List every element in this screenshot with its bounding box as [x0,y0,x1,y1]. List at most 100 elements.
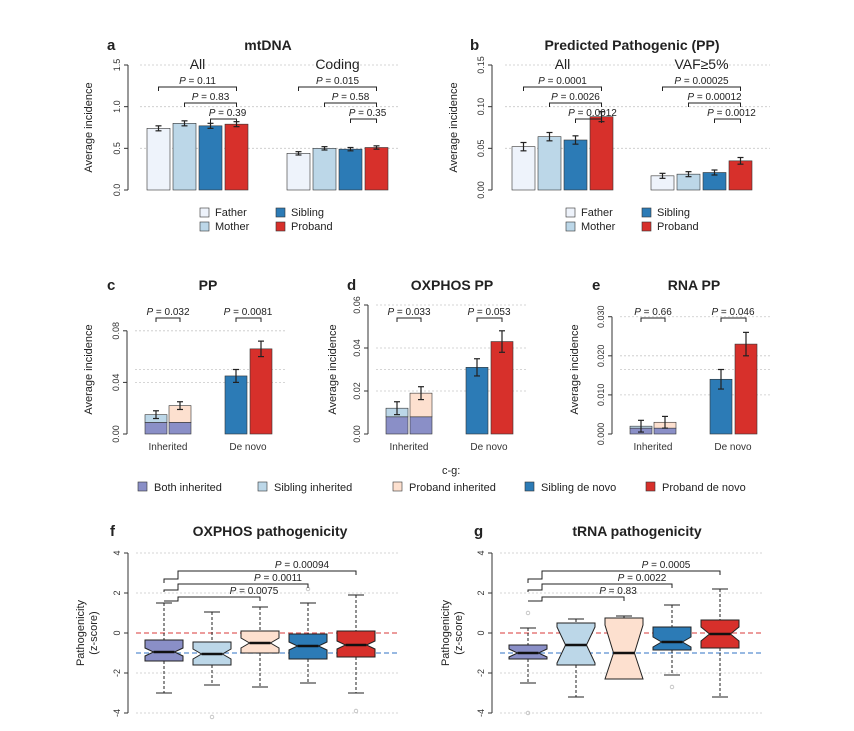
legend-swatch-father [565,207,576,218]
bar-proband-de-novo [490,341,514,435]
box-sibling-de-novo [652,626,692,651]
p-value-bracket [549,102,602,107]
panel-title: Predicted Pathogenic (PP) [544,37,719,53]
p-value-label: P = 0.0012 [707,108,756,119]
legend-prefix: c-g: [442,465,460,477]
y-axis-label: Average incidence [448,82,460,172]
panel-y-tick-label: 0.5 [112,142,122,155]
p-value-label: P = 0.0022 [618,573,667,584]
legend-swatch [524,481,535,492]
panel-g-trna-pathogenicity: g tRNA pathogenicity Pathogenicity (z-score… [440,523,762,717]
p-value-bracket [662,86,741,91]
panel-letter: b [470,37,479,54]
p-value-label: P = 0.00094 [275,560,330,571]
bar-sibling-de-novo [465,367,489,435]
p-value-bracket [350,118,377,123]
p-value-bracket [163,583,309,592]
category-label: Inherited [149,442,188,453]
panel-c-pp: c PP Average incidence 0.00 0.04 0.08 Inherite… [83,277,285,453]
y-axis-label: Average incidence [83,324,95,414]
panel-y-tick-label: 0.15 [476,56,486,74]
bar-proband-de-novo [734,343,758,435]
panel-y-tick-label: -2 [476,669,486,677]
legend-label: Both inherited [154,482,222,494]
box-both-inherited [144,639,184,662]
legend-label: Proband [657,221,699,233]
bar-both-inherited [385,416,409,435]
category-label: De novo [714,442,752,453]
legend-label: Sibling inherited [274,482,352,494]
legend-swatch [257,481,268,492]
legend-swatch-proband [275,221,286,232]
legend-inheritance-categories: c-g: Both inherited Sibling inherited Proba… [137,465,746,494]
legend-swatch [645,481,656,492]
panel-d-oxphos-pp: d OXPHOS PP Average incidence 0.00 0.02 0.04 0… [327,277,526,453]
p-value-label: P = 0.58 [332,92,370,103]
p-value-label: P = 0.83 [599,586,637,597]
p-value-label: P = 0.35 [349,108,387,119]
p-value-bracket [527,583,673,592]
panel-title: OXPHOS PP [411,277,493,293]
panel-y-tick-label: 4 [112,550,122,555]
p-value-label: P = 0.0026 [551,92,600,103]
legend-swatch-sibling [641,207,652,218]
panel-y-tick-label: 0.00 [111,425,121,443]
bar-father [146,128,171,191]
p-value-label: P = 0.033 [387,307,431,318]
panel-y-tick-label: -4 [476,709,486,717]
legend-label: Sibling [657,207,690,219]
p-value-bracket [158,86,237,91]
panel-y-tick-label: 0.0 [112,184,122,197]
panel-e-rna-pp: e RNA PP Average incidence 0.000 0.010 0.020 0… [569,277,770,453]
legend-swatch-mother [199,221,210,232]
category-label: Inherited [634,442,673,453]
bar-mother [172,123,197,191]
panel-f-oxphos-pathogenicity: f OXPHOS pathogenicity Pathogenicity (z-sco… [75,523,398,720]
bar-proband [589,116,614,191]
p-value-bracket [155,317,181,322]
group-label: VAF≥5% [674,56,728,72]
y-axis-label: Pathogenicity [440,599,452,666]
category-label: De novo [229,442,267,453]
p-value-bracket [528,596,625,602]
box-outlier [525,610,531,616]
panel-y-tick-label: 0.04 [352,339,362,357]
panel-y-tick-label: 0.02 [352,382,362,400]
bar-sibling [198,125,223,191]
panel-b-predicted-pathogenic: b Predicted Pathogenic (PP) Average incide… [448,37,770,199]
p-value-label: P = 0.00025 [674,76,729,87]
p-value-label: P = 0.015 [316,76,360,87]
p-value-bracket [714,118,741,123]
legend-swatch-sibling [275,207,286,218]
p-value-bracket [720,317,747,322]
legend-label: Father [215,207,247,219]
y-axis-label: Pathogenicity [75,599,87,666]
p-value-label: P = 0.0012 [568,108,617,119]
bar-proband [728,160,753,191]
panel-title: OXPHOS pathogenicity [193,523,348,539]
legend-label: Proband de novo [662,482,746,494]
panel-letter: c [107,277,115,294]
p-value-bracket [476,317,503,322]
bar-sibling-de-novo [224,375,248,435]
p-value-bracket [575,118,602,123]
p-value-bracket [184,102,237,107]
p-value-label: P = 0.11 [179,76,216,87]
p-value-bracket [688,102,741,107]
bar-both-inherited [144,422,168,435]
legend-swatch-father [199,207,210,218]
panel-a-mtdna: a mtDNA Average incidence 0.0 0.5 1.0 1.5 All P … [83,37,400,196]
p-value-label: P = 0.0011 [254,573,302,584]
panel-title: tRNA pathogenicity [572,523,702,539]
p-value-bracket [396,317,422,322]
y-axis-label: (z-score) [88,611,100,654]
bar-proband [224,123,249,191]
legend-label: Mother [581,221,616,233]
y-axis-label: (z-score) [453,611,465,654]
panel-title: RNA PP [668,277,720,293]
p-value-label: P = 0.032 [146,307,190,318]
y-axis-label: Average incidence [327,324,339,414]
bar-father [511,146,536,191]
bar-mother [312,148,337,191]
